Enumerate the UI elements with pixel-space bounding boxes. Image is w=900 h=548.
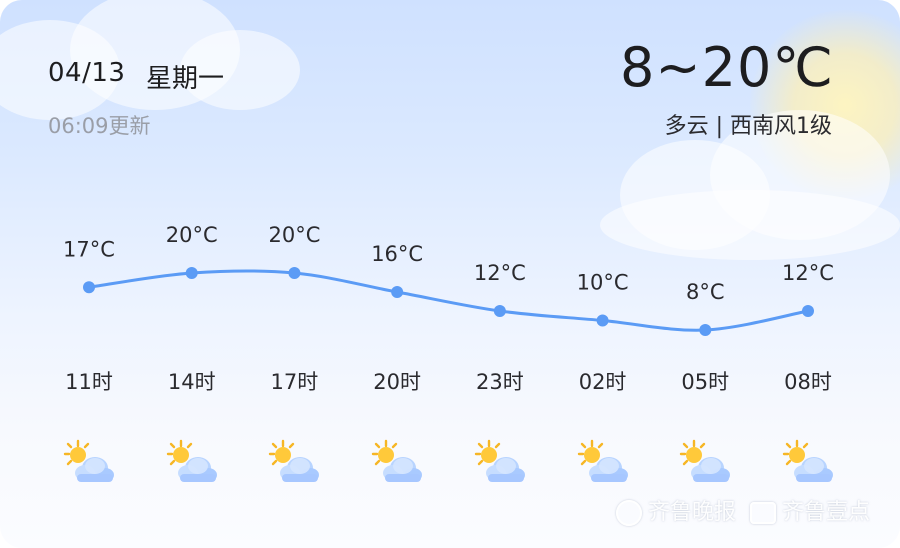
- partly-cloudy-icon: [675, 438, 731, 486]
- time-label: 11时: [65, 370, 113, 394]
- time-label: 17时: [271, 370, 319, 394]
- temperature-point: [596, 314, 609, 327]
- watermark-source-2: 齐鲁壹点: [749, 494, 870, 526]
- time-label: 20时: [373, 370, 421, 394]
- watermark-source-1-text: 齐鲁晚报: [647, 500, 736, 525]
- temperature-label: 20°C: [166, 223, 218, 247]
- temperature-label: 12°C: [474, 261, 526, 285]
- badge-icon: [749, 502, 776, 524]
- date: 04/13: [48, 58, 126, 88]
- watermark-source-2-text: 齐鲁壹点: [781, 500, 870, 525]
- temperature-label: 12°C: [782, 261, 834, 285]
- partly-cloudy-icon: [264, 438, 320, 486]
- weekday: 星期一: [146, 64, 225, 94]
- temperature-label: 10°C: [577, 271, 629, 295]
- time-label: 23时: [476, 370, 524, 394]
- partly-cloudy-icon: [367, 438, 423, 486]
- partly-cloudy-icon: [573, 438, 629, 486]
- temperature-label: 20°C: [268, 223, 320, 247]
- temperature-line: [88, 269, 809, 332]
- time-label: 02时: [579, 370, 627, 394]
- temperature-point: [185, 267, 198, 279]
- partly-cloudy-icon: [59, 438, 115, 486]
- temperature-point: [391, 286, 404, 298]
- temperature-point: [83, 281, 95, 294]
- temperature-point: [699, 324, 712, 336]
- temperature-point: [802, 305, 814, 317]
- background-cloud-left: [0, 0, 320, 140]
- temperature-point: [493, 305, 506, 317]
- time-label: 14时: [168, 370, 216, 394]
- weather-condition: 多云 | 西南风1级: [664, 114, 832, 139]
- temperature-label: 8°C: [686, 280, 725, 304]
- temperature-range: 8~20℃: [620, 36, 834, 99]
- partly-cloudy-icon: [162, 438, 218, 486]
- partly-cloudy-icon: [778, 438, 834, 486]
- temperature-point: [288, 267, 301, 279]
- time-label: 05时: [681, 370, 729, 394]
- qilu-logo-icon: [615, 500, 642, 526]
- time-label: 08时: [784, 370, 832, 394]
- watermark: 齐鲁晚报 齐鲁壹点: [615, 494, 870, 526]
- temperature-label: 16°C: [371, 242, 423, 266]
- background-cloud-right: [600, 100, 900, 260]
- partly-cloudy-icon: [470, 438, 526, 486]
- temperature-label: 17°C: [63, 237, 115, 261]
- watermark-source-1: 齐鲁晚报: [615, 494, 736, 526]
- update-time: 06:09更新: [48, 114, 151, 138]
